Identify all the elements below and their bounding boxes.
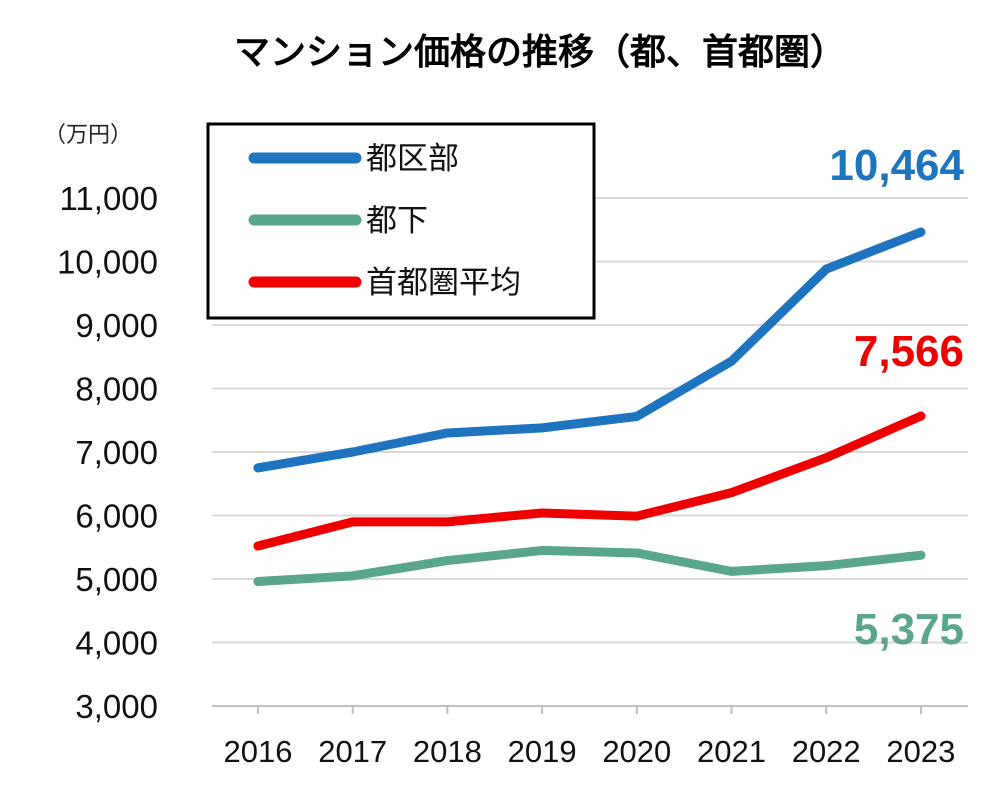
- y-tick-label-9000: 9,000: [75, 307, 158, 344]
- data-point-0-2019: [537, 423, 547, 433]
- data-point-1-2020: [632, 548, 642, 558]
- series-line-0: [253, 227, 926, 473]
- data-point-0-2017: [348, 447, 358, 457]
- data-point-2-2022: [821, 453, 831, 463]
- x-tick-label-2017: 2017: [318, 734, 387, 769]
- data-point-0-2018: [442, 428, 452, 438]
- data-point-0-2022: [821, 264, 831, 274]
- x-tick-label-2018: 2018: [413, 734, 482, 769]
- data-point-0-2020: [632, 411, 642, 421]
- data-point-1-2023: [916, 550, 926, 560]
- data-point-2-2017: [348, 517, 358, 527]
- data-point-2-2021: [727, 488, 736, 498]
- x-tick-label-2019: 2019: [508, 734, 577, 769]
- data-point-0-2021: [727, 356, 736, 366]
- end-value-label-0: 10,464: [829, 141, 964, 190]
- chart-title: マンション価格の推移（都、首都圏）: [234, 32, 846, 73]
- y-tick-label-7000: 7,000: [75, 434, 158, 471]
- y-tick-label-8000: 8,000: [75, 371, 158, 408]
- data-point-0-2023: [916, 227, 926, 237]
- series-line-2: [253, 411, 926, 551]
- legend-label-1: 都下: [366, 203, 428, 239]
- data-point-2-2023: [916, 411, 926, 421]
- series-line-1: [253, 545, 926, 587]
- y-tick-label-6000: 6,000: [75, 498, 158, 535]
- data-point-2-2016: [253, 541, 263, 551]
- axes: 3,000 4,000 5,000 6,000 7,000 8,000 9,000 10,00…: [57, 180, 968, 769]
- data-point-1-2022: [821, 561, 831, 571]
- x-tick-label-2022: 2022: [792, 734, 861, 769]
- x-tick-label-2023: 2023: [886, 734, 955, 769]
- y-tick-label-5000: 5,000: [75, 561, 158, 598]
- x-tick-label-2021: 2021: [697, 734, 766, 769]
- y-axis-unit-label: （万円）: [44, 123, 132, 148]
- end-value-label-2: 7,566: [854, 327, 964, 376]
- y-tick-label-3000: 3,000: [75, 688, 158, 725]
- data-point-1-2018: [442, 556, 452, 566]
- legend-label-0: 都区部: [366, 141, 459, 177]
- data-point-1-2019: [537, 545, 547, 555]
- data-point-0-2016: [253, 463, 263, 473]
- x-tick-label-2016: 2016: [224, 734, 293, 769]
- y-tick-label-11000: 11,000: [60, 180, 158, 217]
- end-labels: 10,464 5,375 7,566: [829, 141, 964, 654]
- data-point-2-2019: [537, 508, 547, 518]
- series-lines: [253, 227, 926, 587]
- y-tick-label-10000: 10,000: [57, 244, 158, 281]
- data-point-2-2020: [632, 511, 642, 521]
- data-point-1-2016: [253, 577, 263, 587]
- legend-label-2: 首都圏平均: [366, 265, 521, 301]
- data-point-1-2017: [348, 571, 358, 581]
- data-point-2-2018: [442, 517, 452, 527]
- y-tick-label-4000: 4,000: [75, 625, 158, 662]
- x-tick-label-2020: 2020: [602, 734, 671, 769]
- data-point-1-2021: [727, 566, 736, 576]
- end-value-label-1: 5,375: [854, 605, 964, 654]
